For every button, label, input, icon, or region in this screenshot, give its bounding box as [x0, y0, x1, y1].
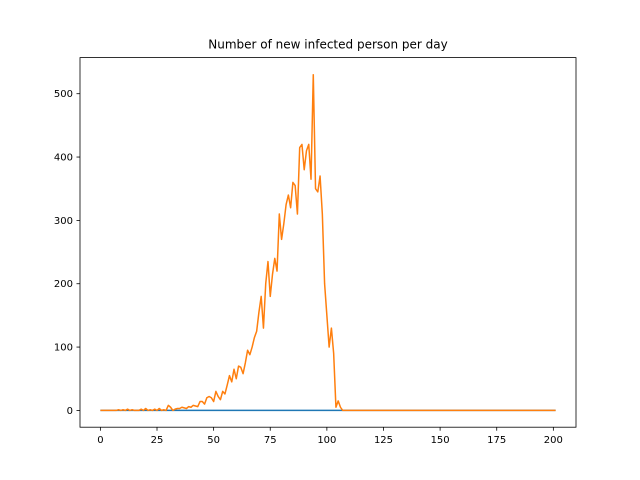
y-tick-label: 300 [54, 216, 73, 227]
plot-area [80, 57, 576, 428]
chart-title: Number of new infected person per day [208, 38, 447, 52]
x-axis: 0 25 50 75 100 125 150 175 200 [97, 427, 563, 446]
x-tick-label: 0 [97, 435, 103, 446]
y-tick-label: 100 [54, 343, 73, 354]
y-axis: 0 100 200 300 400 500 [54, 89, 80, 417]
x-tick-label: 200 [544, 435, 563, 446]
x-tick-label: 100 [317, 435, 336, 446]
x-tick-label: 175 [487, 435, 506, 446]
x-tick-label: 150 [431, 435, 450, 446]
series-layer [100, 73, 556, 412]
plot-frame [79, 57, 577, 428]
y-tick-label: 400 [54, 153, 73, 164]
y-tick-label: 200 [54, 279, 73, 290]
x-tick-label: 25 [151, 435, 164, 446]
x-tick-label: 125 [374, 435, 393, 446]
y-tick-label: 0 [67, 406, 73, 417]
x-tick-label: 75 [264, 435, 277, 446]
series-line-1 [100, 73, 556, 412]
x-tick-label: 50 [207, 435, 220, 446]
y-tick-label: 500 [54, 89, 73, 100]
